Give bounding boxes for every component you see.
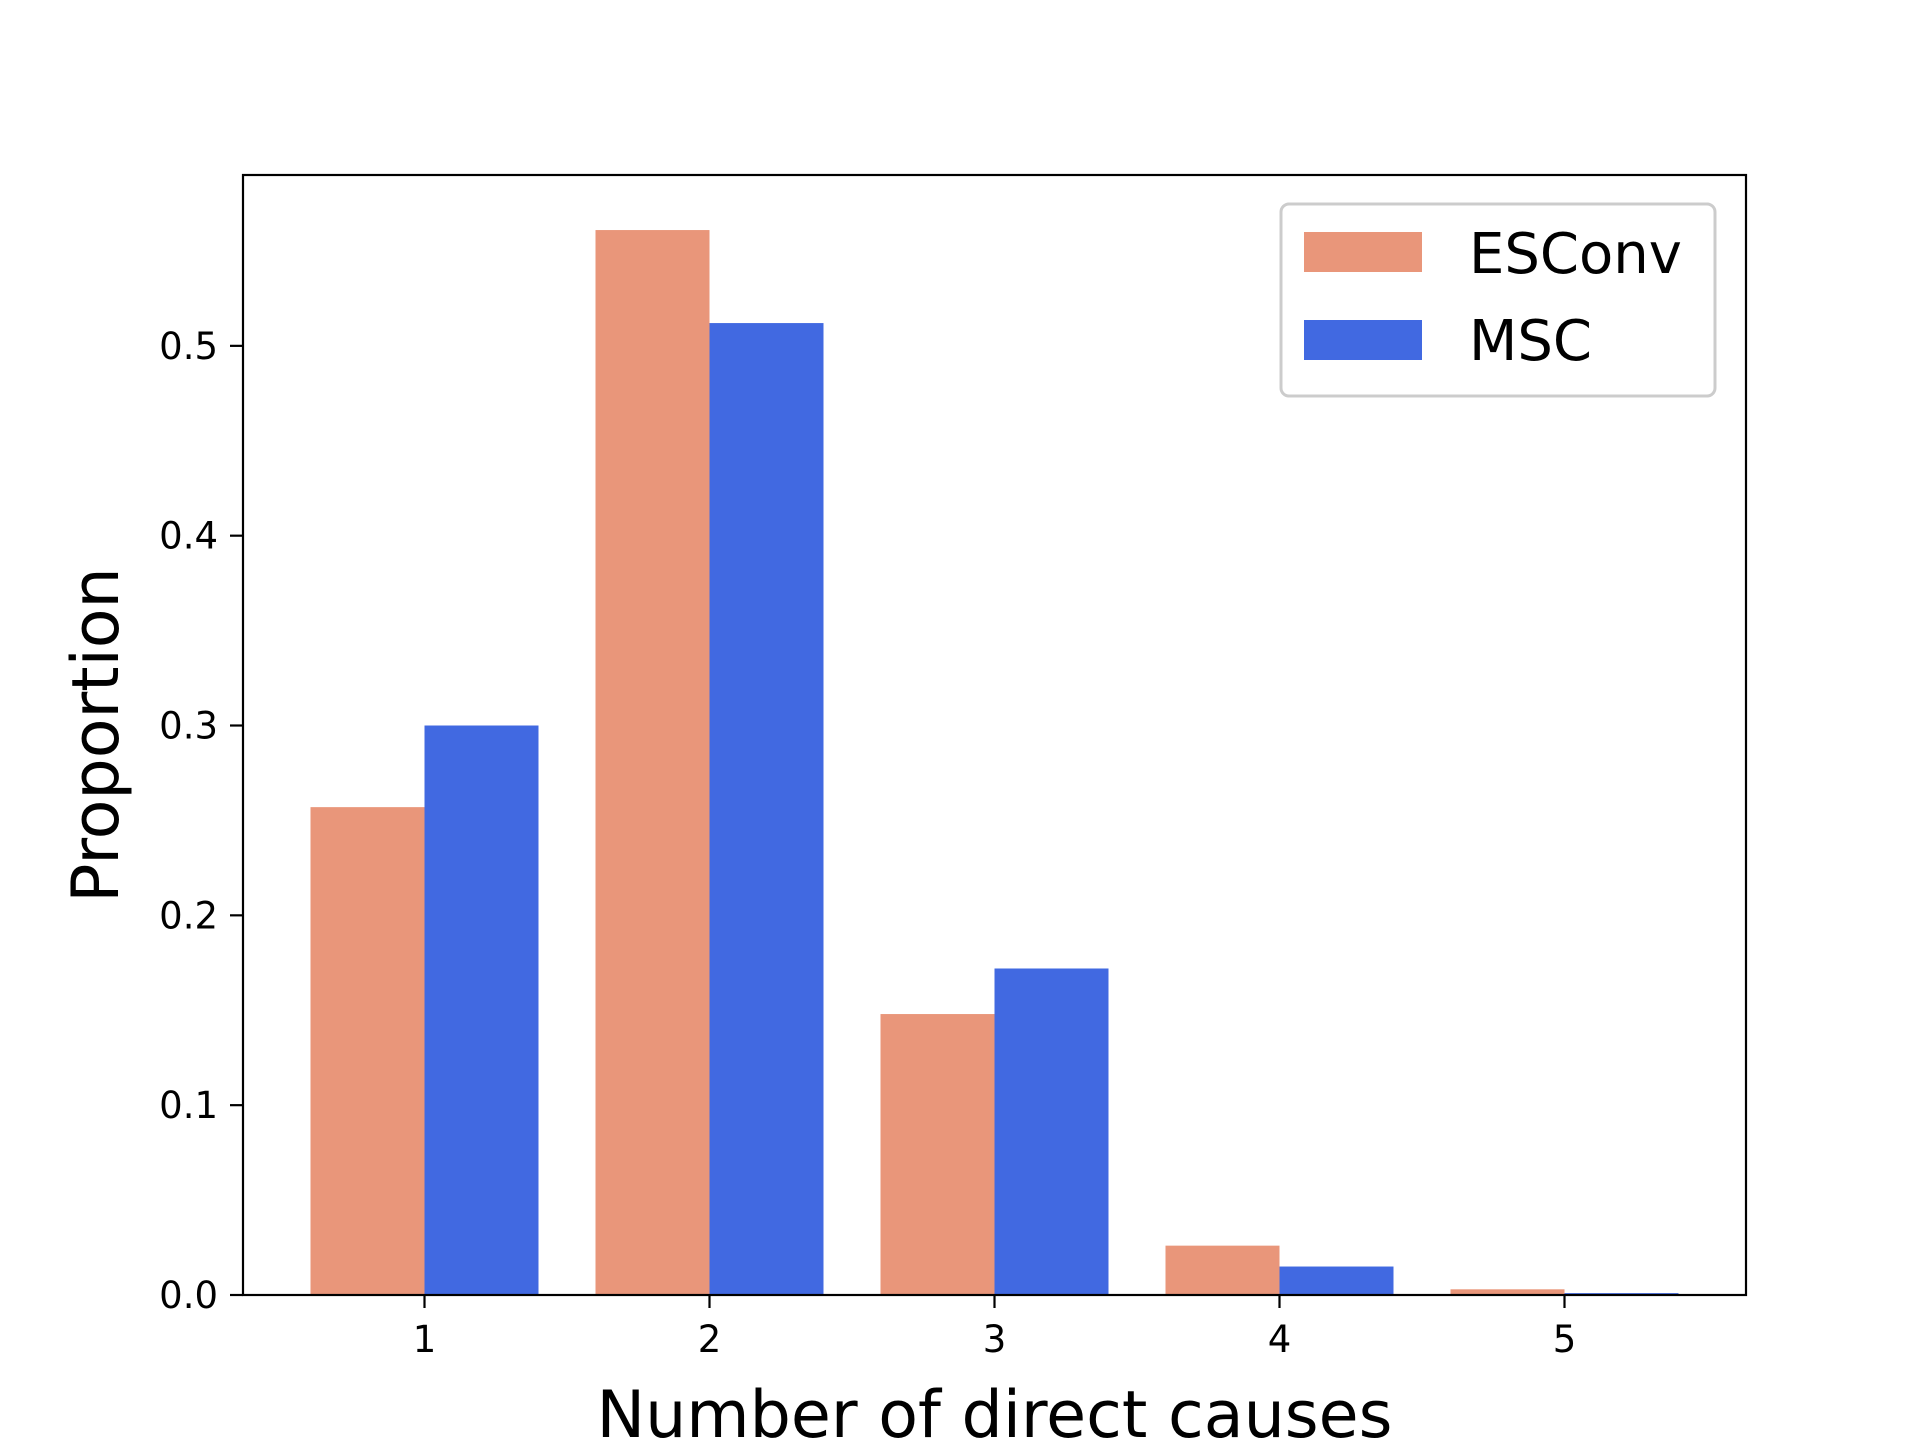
bar-msc-2	[709, 323, 824, 1295]
x-axis-ticks: 1 2 3 4 5	[413, 1295, 1577, 1361]
bar-esconv-3	[880, 1014, 995, 1295]
x-tick-label-1: 1	[413, 1318, 437, 1361]
bar-msc-3	[994, 968, 1109, 1295]
y-axis-title: Proportion	[59, 567, 134, 902]
x-tick-label-3: 3	[983, 1318, 1007, 1361]
legend: ESConv MSC	[1279, 202, 1717, 398]
legend-swatch-esconv	[1304, 232, 1422, 272]
y-tick-label-3: 0.3	[159, 705, 218, 748]
y-tick-label-2: 0.2	[159, 894, 218, 937]
bar-esconv-4	[1165, 1245, 1280, 1295]
bar-msc-4	[1279, 1266, 1394, 1295]
y-tick-label-4: 0.4	[159, 515, 218, 558]
bars-layer	[310, 230, 1679, 1296]
y-tick-label-0: 0.0	[159, 1274, 218, 1317]
bar-msc-1	[424, 725, 539, 1295]
bar-esconv-1	[310, 807, 425, 1295]
y-axis-ticks: 0.0 0.1 0.2 0.3 0.4 0.5	[159, 325, 243, 1317]
legend-swatch-msc	[1304, 320, 1422, 360]
x-tick-label-2: 2	[698, 1318, 722, 1361]
y-tick-label-5: 0.5	[159, 325, 218, 368]
bar-esconv-5	[1450, 1289, 1565, 1295]
legend-label-msc: MSC	[1469, 309, 1592, 374]
legend-label-esconv: ESConv	[1469, 222, 1682, 287]
x-axis-title: Number of direct causes	[596, 1378, 1392, 1440]
x-tick-label-4: 4	[1268, 1318, 1292, 1361]
bar-esconv-2	[595, 230, 710, 1296]
y-tick-label-1: 0.1	[159, 1084, 218, 1127]
x-tick-label-5: 5	[1553, 1318, 1577, 1361]
